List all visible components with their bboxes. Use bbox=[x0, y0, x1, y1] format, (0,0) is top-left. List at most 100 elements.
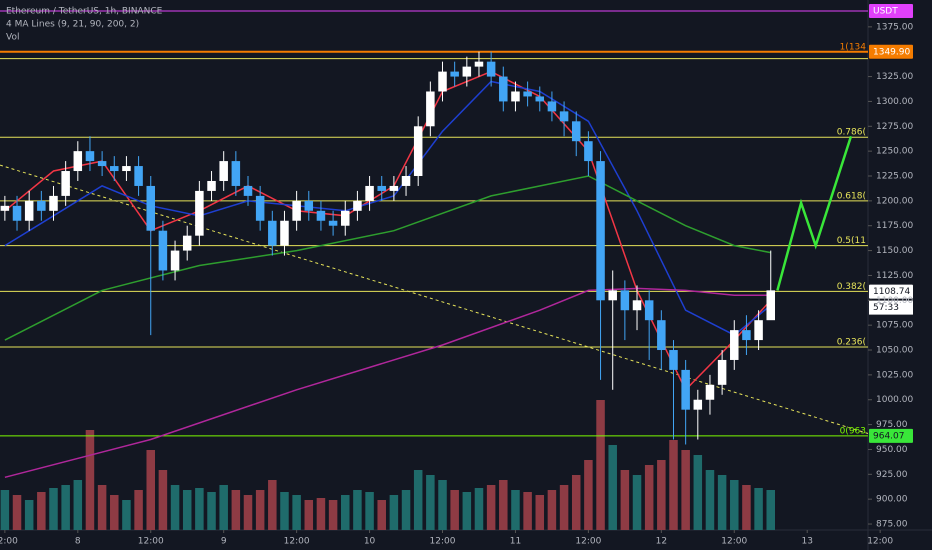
candle-body bbox=[693, 399, 703, 410]
volume-bar bbox=[207, 492, 216, 530]
x-tick-label: 12:00 bbox=[138, 537, 164, 547]
price-label-box bbox=[869, 284, 913, 299]
volume-bar bbox=[754, 488, 763, 530]
volume-bar bbox=[717, 475, 727, 530]
volume-bar bbox=[669, 440, 678, 530]
fib-label: 0.786( bbox=[837, 128, 866, 138]
candle-body bbox=[644, 300, 654, 321]
candle-body bbox=[705, 384, 715, 400]
candle-body bbox=[596, 161, 605, 301]
volume-bar bbox=[535, 495, 545, 530]
volume-bar bbox=[657, 460, 666, 530]
volume-bar bbox=[341, 495, 350, 530]
candle-body bbox=[268, 220, 277, 246]
y-tick-label: 1375.00 bbox=[876, 22, 913, 32]
volume-bar bbox=[438, 480, 447, 530]
y-tick-label: 1175.00 bbox=[876, 221, 913, 231]
indicator-label: Vol bbox=[6, 33, 19, 43]
volume-bar bbox=[37, 492, 46, 530]
volume-bar bbox=[705, 470, 715, 530]
candle-body bbox=[49, 195, 58, 211]
y-tick-label: 1250.00 bbox=[876, 147, 913, 157]
x-tick-label: 12:00 bbox=[430, 537, 456, 547]
volume-bar bbox=[219, 485, 228, 530]
candle-body bbox=[438, 71, 447, 92]
x-tick-label: 11 bbox=[510, 537, 521, 547]
volume-bar bbox=[450, 490, 459, 530]
volume-bar bbox=[632, 475, 642, 530]
y-tick-label: 1025.00 bbox=[876, 370, 913, 380]
volume-bar bbox=[730, 480, 739, 530]
y-tick-label: 1225.00 bbox=[876, 172, 913, 182]
y-tick-label: 1325.00 bbox=[876, 72, 913, 82]
candle-body bbox=[426, 91, 435, 127]
candle-body bbox=[669, 350, 678, 370]
candle-body bbox=[754, 320, 763, 341]
volume-bar bbox=[243, 495, 253, 530]
volume-bar bbox=[584, 460, 593, 530]
candle-body bbox=[499, 76, 508, 102]
fib-label: 1(134 bbox=[840, 42, 867, 52]
ma-line bbox=[4, 175, 771, 341]
volume-bar bbox=[644, 465, 654, 530]
candle-body bbox=[681, 369, 690, 410]
candle-body bbox=[73, 151, 83, 172]
x-tick-label: 12 bbox=[656, 537, 667, 547]
candle-body bbox=[620, 290, 630, 311]
candle-body bbox=[766, 290, 775, 321]
candle-body bbox=[450, 71, 459, 77]
y-tick-label: 875.00 bbox=[876, 520, 908, 530]
volume-bar bbox=[122, 500, 131, 530]
x-tick-label: 12:00 bbox=[575, 537, 601, 547]
candle-body bbox=[717, 359, 727, 385]
price-label-box bbox=[869, 3, 913, 18]
volume-bar bbox=[353, 490, 362, 530]
candle-body bbox=[462, 66, 472, 77]
candle-body bbox=[122, 166, 131, 172]
y-tick-label: 1000.00 bbox=[876, 395, 913, 405]
candle-body bbox=[219, 161, 228, 181]
price-label-box bbox=[869, 44, 913, 59]
volume-bar bbox=[158, 470, 168, 530]
candle-body bbox=[195, 190, 204, 236]
candle-body bbox=[85, 151, 95, 162]
candle-body bbox=[110, 166, 119, 172]
volume-bar bbox=[426, 475, 435, 530]
volume-bar bbox=[182, 490, 192, 530]
candle-body bbox=[255, 195, 265, 221]
fib-label: 0.236( bbox=[837, 338, 866, 348]
volume-bar bbox=[12, 495, 22, 530]
y-tick-label: 1300.00 bbox=[876, 97, 913, 107]
candle-body bbox=[0, 205, 10, 211]
volume-bar bbox=[292, 495, 301, 530]
candle-body bbox=[304, 200, 314, 211]
candle-body bbox=[559, 111, 569, 122]
candle-body bbox=[608, 290, 617, 301]
y-tick-label: 950.00 bbox=[876, 445, 908, 455]
volume-bar bbox=[49, 488, 58, 530]
countdown-box bbox=[869, 300, 913, 315]
y-tick-label: 1150.00 bbox=[876, 246, 913, 256]
candle-body bbox=[547, 101, 557, 112]
y-tick-label: 1100.00 bbox=[876, 296, 913, 306]
candle-body bbox=[341, 210, 350, 226]
volume-bar bbox=[231, 490, 241, 530]
volume-bar bbox=[146, 450, 155, 530]
volume-bar bbox=[693, 455, 703, 530]
x-tick-label: 12:00 bbox=[721, 537, 747, 547]
candle-body bbox=[231, 161, 241, 186]
candle-body bbox=[146, 185, 155, 231]
volume-bar bbox=[608, 445, 617, 530]
y-tick-label: 1075.00 bbox=[876, 321, 913, 331]
volume-bar bbox=[596, 400, 605, 530]
volume-bar bbox=[511, 490, 520, 530]
volume-bar bbox=[499, 480, 508, 530]
trendline bbox=[0, 164, 869, 434]
y-tick-label: 900.00 bbox=[876, 495, 908, 505]
y-tick-label: 975.00 bbox=[876, 420, 908, 430]
candle-body bbox=[97, 161, 107, 167]
candle-body bbox=[511, 91, 520, 102]
price-label-box bbox=[869, 428, 913, 443]
candle-body bbox=[24, 200, 34, 221]
